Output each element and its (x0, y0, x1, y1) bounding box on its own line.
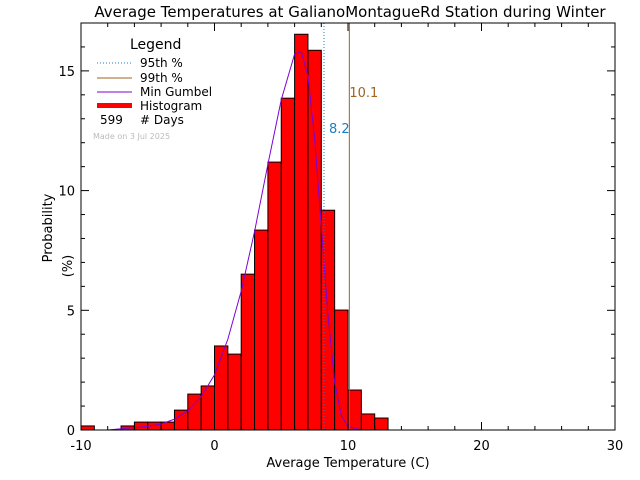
histogram-bar (334, 309, 349, 431)
histogram-bar (214, 345, 229, 431)
legend-gumbel-label: Min Gumbel (140, 85, 212, 99)
histogram-bar (173, 409, 189, 431)
histogram-bars (80, 33, 389, 431)
legend: Legend 95th % 99th % Min Gumbel Histogra… (93, 37, 212, 141)
y-tick-label: 10 (58, 185, 75, 200)
gumbel-curve (107, 51, 362, 431)
x-tick-label: 30 (607, 439, 624, 454)
histogram-bar (187, 393, 202, 431)
y-tick-label: 0 (67, 424, 75, 439)
histogram-bar (374, 417, 389, 431)
x-tick-label: -10 (70, 439, 91, 454)
histogram-bar (320, 209, 336, 431)
y-tick-label: 15 (58, 65, 75, 80)
histogram-bar (360, 413, 376, 431)
histogram-bar (240, 273, 256, 431)
percentile-lines: 8.2 10.1 (323, 23, 378, 430)
histogram-bar (267, 161, 282, 431)
x-tick-label: 0 (210, 439, 218, 454)
legend-histogram-label: Histogram (140, 99, 202, 113)
y-axis-label: Probability (41, 193, 56, 262)
p99-label: 10.1 (349, 86, 378, 101)
made-on-note: Made on 3 Jul 2025 (93, 132, 170, 141)
legend-title: Legend (130, 37, 181, 53)
p95-label: 8.2 (329, 122, 350, 137)
axes (80, 22, 616, 431)
legend-days-count: 599 (100, 113, 123, 127)
x-axis-label: Average Temperature (C) (266, 456, 429, 471)
legend-histogram-swatch (97, 103, 132, 108)
histogram-bar (347, 389, 362, 431)
histogram-bar (133, 421, 149, 431)
legend-days-label: # Days (140, 113, 184, 127)
legend-99th-label: 99th % (140, 71, 183, 85)
y-axis-unit: (%) (61, 255, 76, 278)
legend-95th-label: 95th % (140, 56, 183, 70)
gumbel-curve-layer (107, 51, 362, 431)
x-tick-label: 20 (473, 439, 490, 454)
histogram-bar (254, 229, 269, 431)
histogram-bar (80, 425, 95, 431)
histogram-bar (227, 353, 242, 431)
histogram-bar (294, 33, 309, 431)
histogram-bar (307, 49, 322, 431)
y-tick-label: 5 (67, 304, 75, 319)
x-tick-label: 10 (340, 439, 357, 454)
histogram-bar (280, 97, 296, 431)
chart-title: Average Temperatures at GalianoMontagueR… (94, 3, 606, 21)
